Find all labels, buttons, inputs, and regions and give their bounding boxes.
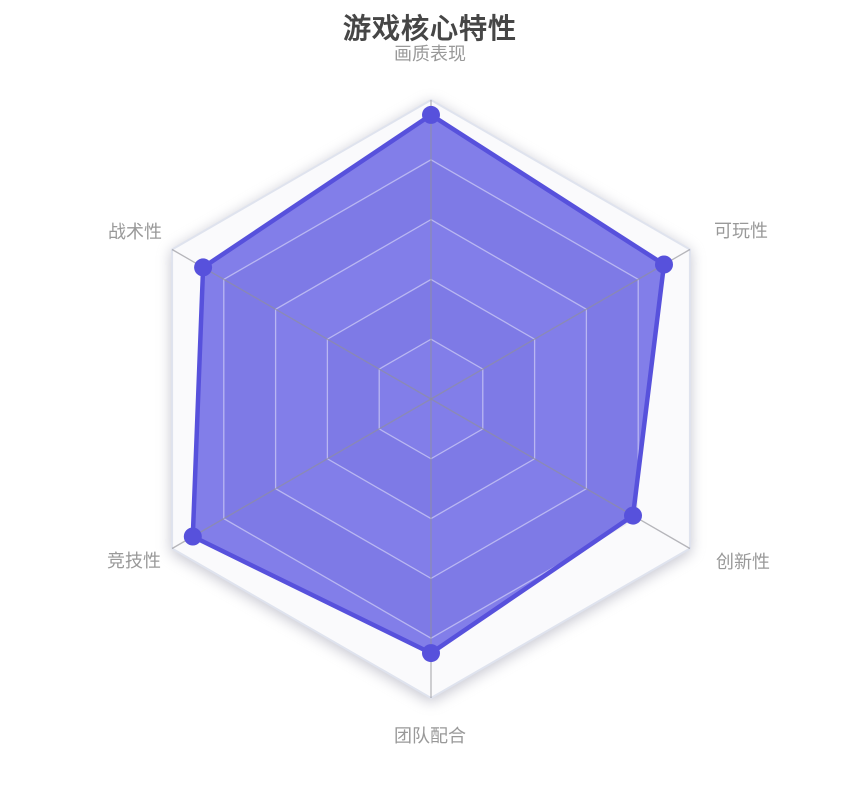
data-point-1[interactable] xyxy=(655,255,673,274)
axis-label-tactics: 战术性 xyxy=(108,222,162,243)
axis-label-innovation: 创新性 xyxy=(716,552,770,573)
axis-line-1 xyxy=(430,248,691,400)
axis-label-graphics: 画质表现 xyxy=(394,44,466,65)
data-point-0[interactable] xyxy=(422,105,440,124)
axis-line-5 xyxy=(171,248,432,400)
axis-line-2 xyxy=(430,398,691,550)
data-point-3[interactable] xyxy=(422,644,440,663)
data-point-5[interactable] xyxy=(194,258,213,277)
axis-label-playability: 可玩性 xyxy=(714,221,768,242)
axis-label-teamwork: 团队配合 xyxy=(394,726,466,747)
data-area[interactable] xyxy=(192,114,665,654)
axis-label-competitiveness: 竞技性 xyxy=(107,551,161,572)
axis-line-4 xyxy=(171,398,432,550)
data-point-4[interactable] xyxy=(183,527,202,546)
chart-title: 游戏核心特性 xyxy=(342,12,517,45)
data-point-2[interactable] xyxy=(624,506,642,525)
